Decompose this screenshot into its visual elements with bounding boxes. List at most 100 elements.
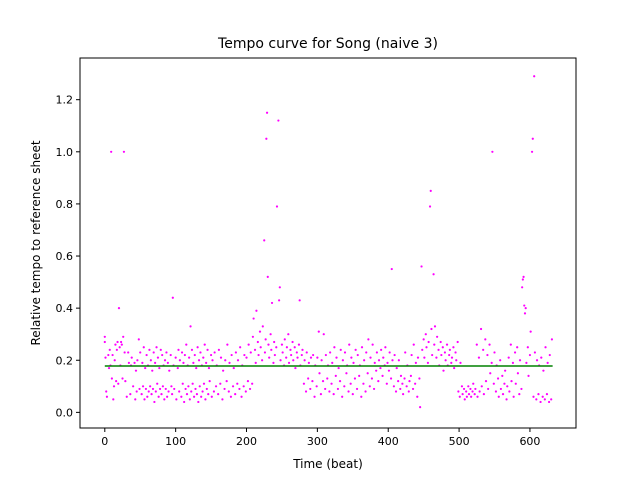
data-point: [195, 366, 198, 370]
data-point: [190, 348, 194, 351]
data-point: [217, 348, 220, 351]
data-point: [104, 356, 107, 359]
data-point: [202, 356, 205, 359]
data-point: [217, 393, 220, 396]
data-point: [112, 398, 115, 401]
data-point: [384, 346, 387, 349]
data-point: [380, 348, 383, 351]
data-point: [321, 380, 325, 383]
data-point: [349, 382, 352, 385]
data-point: [337, 366, 340, 370]
data-point: [550, 398, 553, 401]
data-point: [545, 393, 549, 396]
data-point: [516, 372, 520, 375]
data-point: [270, 301, 274, 305]
data-point: [537, 393, 540, 396]
data-point: [147, 390, 150, 393]
data-point: [251, 382, 254, 385]
x-tick-label: 400: [378, 435, 399, 448]
data-point: [402, 393, 405, 396]
data-point: [457, 390, 460, 393]
data-point: [120, 340, 123, 344]
data-point: [341, 359, 344, 362]
data-point: [247, 343, 250, 346]
data-point: [160, 393, 163, 396]
data-point: [317, 330, 320, 333]
data-point: [283, 338, 286, 341]
data-point: [294, 366, 297, 370]
data-point: [164, 387, 167, 391]
data-point: [185, 343, 188, 346]
data-point: [335, 356, 338, 359]
data-point: [194, 387, 197, 391]
data-point: [225, 380, 228, 383]
data-point: [476, 395, 479, 398]
data-point: [236, 359, 240, 362]
data-point: [343, 385, 346, 388]
data-point: [370, 377, 374, 380]
data-point: [107, 353, 110, 357]
data-point: [414, 361, 417, 364]
data-point: [270, 348, 273, 351]
data-point: [255, 309, 258, 312]
data-point: [156, 356, 160, 359]
data-point: [480, 385, 483, 388]
data-point: [117, 382, 120, 385]
data-point: [155, 346, 158, 349]
data-point: [229, 395, 233, 398]
data-point: [115, 348, 118, 351]
data-point: [154, 361, 157, 364]
data-point: [120, 343, 123, 346]
data-point: [479, 327, 483, 331]
data-point: [360, 395, 363, 398]
data-point: [174, 356, 177, 359]
data-point: [113, 359, 116, 362]
data-point: [348, 343, 351, 346]
data-point: [397, 380, 400, 383]
data-point: [307, 377, 310, 380]
data-point: [195, 393, 199, 396]
data-point: [450, 361, 453, 364]
data-point: [354, 348, 357, 351]
data-point: [163, 398, 166, 401]
data-point: [180, 395, 183, 398]
data-point: [341, 395, 344, 398]
data-point: [345, 372, 348, 375]
data-point: [511, 361, 515, 364]
data-point: [280, 343, 284, 346]
data-point: [166, 395, 169, 398]
data-point: [240, 395, 243, 398]
data-point: [227, 390, 230, 393]
data-point: [134, 398, 137, 401]
data-point: [192, 395, 196, 398]
data-point: [455, 359, 458, 362]
data-point: [273, 340, 276, 344]
data-point: [499, 359, 502, 362]
data-point: [115, 380, 118, 383]
data-point: [320, 359, 323, 362]
data-point: [244, 390, 247, 393]
data-point: [477, 356, 481, 359]
data-point: [401, 382, 404, 385]
data-point: [256, 340, 259, 344]
data-point: [110, 377, 113, 380]
data-point: [112, 385, 116, 388]
data-point: [403, 377, 406, 380]
data-point: [171, 393, 174, 396]
data-point: [192, 361, 195, 364]
x-tick-label: 300: [307, 435, 328, 448]
data-point: [204, 398, 207, 401]
data-point: [526, 346, 529, 349]
data-point: [125, 395, 128, 398]
data-point: [393, 353, 396, 357]
data-point: [206, 348, 209, 351]
plot-frame: [79, 57, 577, 429]
data-point: [501, 393, 505, 396]
data-point: [316, 356, 319, 359]
data-point: [533, 75, 536, 78]
data-point: [329, 351, 332, 354]
y-tick-label: 1.0: [56, 146, 74, 159]
data-point: [114, 343, 117, 346]
data-point: [324, 353, 327, 357]
